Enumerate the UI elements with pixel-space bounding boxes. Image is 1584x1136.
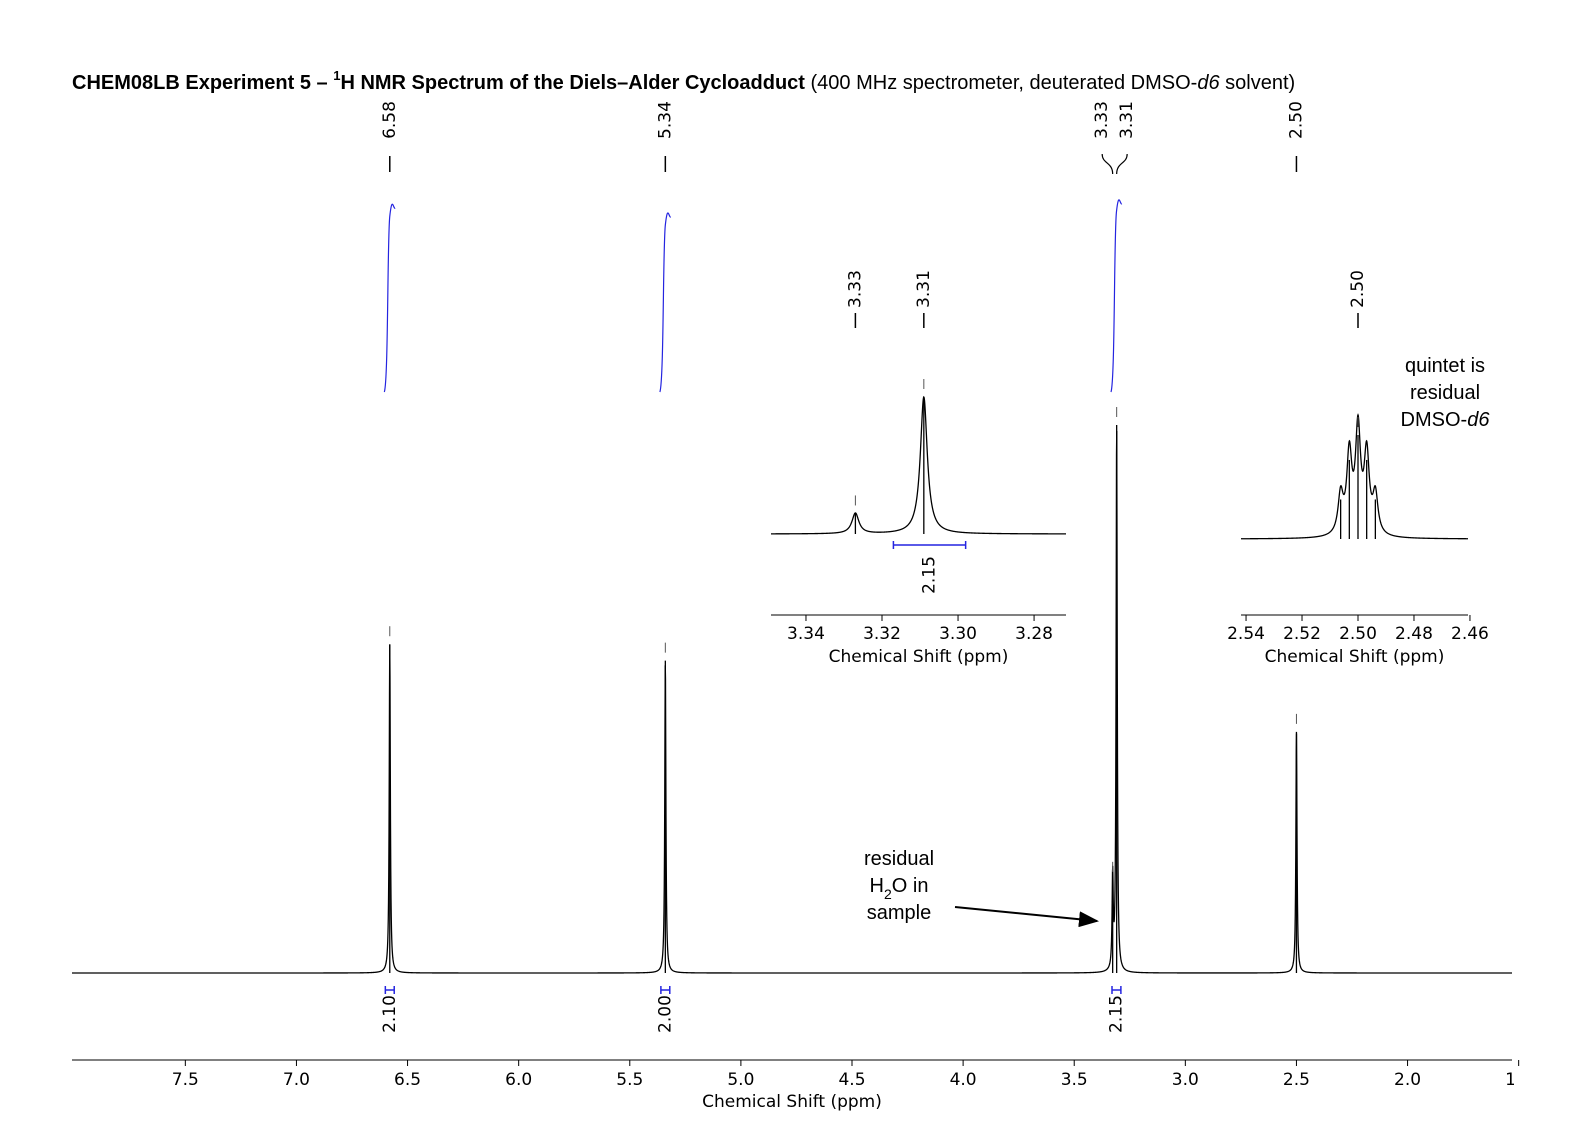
x-tick-labels: 2.54 2.52 2.50 2.48 2.46 — [1227, 624, 1489, 644]
annotation-part: residual — [1410, 382, 1480, 404]
title-part: 1 — [333, 68, 340, 83]
x-tick-label: 3.34 — [787, 624, 825, 644]
x-tick-label: 3.32 — [863, 624, 901, 644]
chart-title: CHEM08LB Experiment 5 – 1H NMR Spectrum … — [72, 68, 1295, 94]
spectrum-trace — [72, 431, 1512, 974]
x-tick-label: 6.5 — [394, 1070, 421, 1090]
annotation-part: H — [870, 875, 884, 897]
peak-label: 5.34 — [655, 101, 675, 139]
x-tick-label: 2.48 — [1395, 624, 1433, 644]
annotation: quintet is — [1405, 355, 1485, 377]
x-tick-label: 2.0 — [1394, 1070, 1421, 1090]
x-tick-label: 3.0 — [1172, 1070, 1199, 1090]
spectrum-trace — [771, 395, 1066, 535]
x-tick-labels: 7.5 7.0 6.5 6.0 5.5 5.0 4.5 4.0 3.5 3.0 2.5 2.0 1.5 — [172, 1070, 1532, 1090]
x-tick-label: 5.0 — [727, 1070, 754, 1090]
annotation-part: 2 — [884, 886, 892, 902]
integral-label: 2.15 — [1106, 995, 1126, 1033]
spectrum-trace — [1241, 413, 1469, 540]
integral-curve — [659, 212, 672, 393]
peak-label: 3.33 — [1092, 101, 1112, 139]
x-tick-label: 2.5 — [1283, 1070, 1310, 1090]
annotation: residual — [1410, 382, 1480, 404]
integral-label: 2.00 — [655, 995, 675, 1033]
x-tick-label: 3.28 — [1015, 624, 1053, 644]
annotation-part: residual — [864, 848, 934, 870]
peak-label: 2.50 — [1286, 101, 1306, 139]
integral-curve — [383, 203, 396, 393]
x-tick-label: 7.0 — [283, 1070, 310, 1090]
x-tick-label: 3.30 — [939, 624, 977, 644]
integral-label: 2.15 — [920, 556, 940, 594]
annotation: H2O in — [870, 875, 929, 901]
x-tick-label: 6.0 — [505, 1070, 532, 1090]
x-tick-label: 4.0 — [950, 1070, 977, 1090]
x-tick-label: 2.54 — [1227, 624, 1265, 644]
peak-label-brace — [1116, 153, 1128, 175]
x-tick-label: 3.5 — [1061, 1070, 1088, 1090]
title-part: (400 MHz spectrometer, deuterated DMSO- — [805, 72, 1197, 94]
annotation-arrow — [954, 906, 1099, 928]
x-tick-label: 5.5 — [616, 1070, 643, 1090]
annotation-part: O in — [892, 875, 929, 897]
x-axis-label: Chemical Shift (ppm) — [702, 1092, 882, 1112]
title-part: solvent) — [1220, 72, 1296, 94]
annotation-part: d6 — [1467, 409, 1490, 431]
title-part: d6 — [1197, 72, 1220, 94]
x-tick-label: 7.5 — [172, 1070, 199, 1090]
x-tick-label: 4.5 — [838, 1070, 865, 1090]
annotation: residual — [864, 848, 934, 870]
annotation-part: sample — [867, 902, 931, 924]
annotation-part: DMSO- — [1401, 409, 1468, 431]
x-axis-label: Chemical Shift (ppm) — [1265, 647, 1445, 667]
title-part: CHEM08LB Experiment 5 – — [72, 72, 333, 94]
peak-label: 3.31 — [1117, 101, 1137, 139]
peak-label: 3.31 — [914, 270, 934, 308]
peak-label: 2.50 — [1348, 270, 1368, 308]
title-part: H NMR Spectrum of the Diels–Alder Cycloa… — [340, 72, 805, 94]
annotation-part: quintet is — [1405, 355, 1485, 377]
integral-label: 2.10 — [380, 995, 400, 1033]
peak-label: 6.58 — [380, 101, 400, 139]
integral-curve — [1110, 199, 1123, 393]
x-axis-label: Chemical Shift (ppm) — [829, 647, 1009, 667]
x-tick-label: 2.46 — [1451, 624, 1489, 644]
x-tick-label: 2.52 — [1283, 624, 1321, 644]
annotation: sample — [867, 902, 931, 924]
x-tick-labels: 3.34 3.32 3.30 3.28 — [787, 624, 1053, 644]
annotation: DMSO-d6 — [1401, 409, 1491, 431]
peak-label: 3.33 — [845, 270, 865, 308]
peak-label-brace — [1101, 153, 1114, 175]
x-tick-label: 1.5 — [1505, 1070, 1532, 1090]
x-tick-label: 2.50 — [1339, 624, 1377, 644]
